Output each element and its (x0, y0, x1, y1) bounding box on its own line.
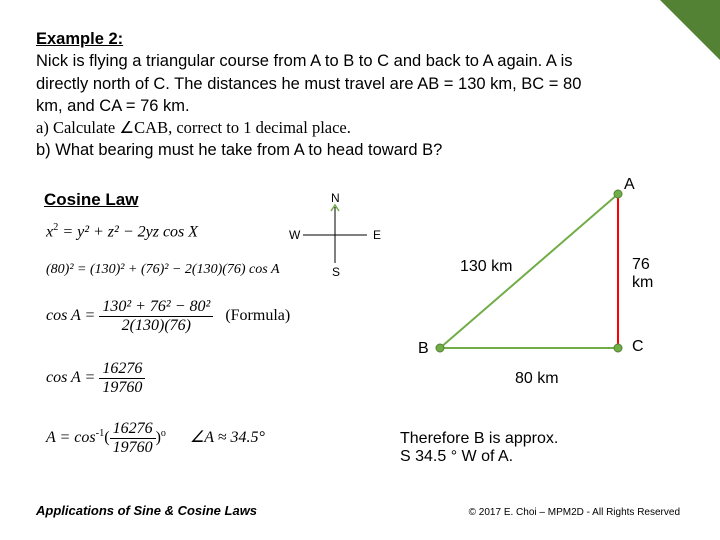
side-ab: 130 km (460, 258, 512, 276)
formula-cosA: cos A = 130² + 76² − 80² 2(130)(76) (For… (46, 298, 290, 335)
conclusion-text: Therefore B is approx. S 34.5 ° W of A. (400, 430, 558, 466)
example-title: Example 2: (36, 30, 123, 48)
compass-s: S (332, 265, 340, 279)
part-b: b) What bearing must he take from A to h… (36, 141, 442, 159)
footer-copyright: © 2017 E. Choi – MPM2D - All Rights Rese… (469, 507, 680, 518)
side-ca: 76 km (632, 256, 660, 292)
triangle-icon (400, 180, 660, 380)
formula-substituted: (80)² = (130)² + (76)² − 2(130)(76) cos … (46, 262, 280, 278)
corner-accent (660, 0, 720, 60)
footer-title: Applications of Sine & Cosine Laws (36, 503, 257, 518)
navigation-triangle: A B C 130 km 76 km 80 km (400, 180, 660, 380)
formula-simplified: cos A = 16276 19760 (46, 360, 145, 397)
side-bc: 80 km (515, 370, 559, 388)
compass-cross-icon (295, 195, 375, 275)
compass-n: N (331, 191, 340, 205)
compass-rose: N S E W (295, 195, 375, 275)
compass-e: E (373, 228, 381, 242)
vertex-c: C (632, 338, 644, 356)
problem-body: Nick is flying a triangular course from … (36, 52, 581, 115)
formula-general: x2 = y² + z² − 2yz cos X (46, 222, 198, 241)
section-heading: Cosine Law (44, 190, 138, 210)
vertex-a: A (624, 176, 635, 194)
vertex-b: B (418, 340, 429, 358)
formula-answer: A = cos-1( 16276 19760 )o ∠A ≈ 34.5° (46, 420, 265, 457)
example-header: Example 2: Nick is flying a triangular c… (36, 28, 606, 162)
part-a: a) Calculate ∠CAB, correct to 1 decimal … (36, 118, 351, 137)
compass-w: W (289, 228, 300, 242)
